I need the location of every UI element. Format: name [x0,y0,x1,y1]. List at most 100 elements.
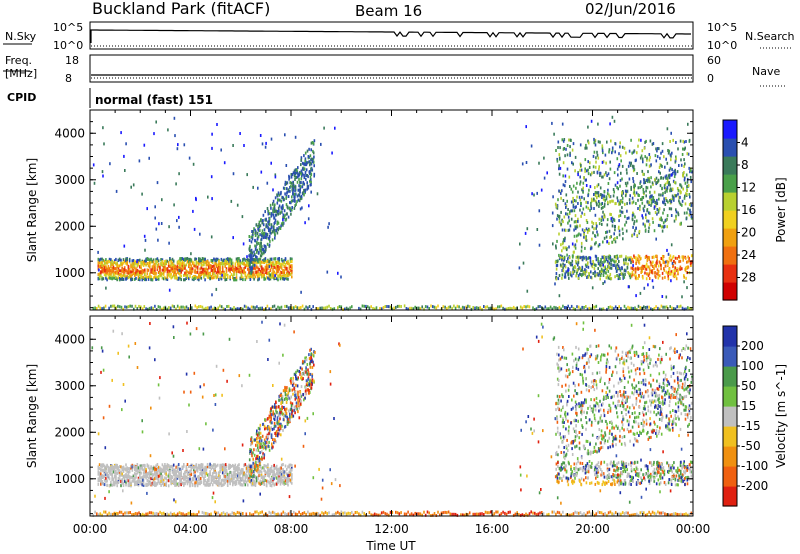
echo-cell [120,305,123,309]
echo-cell [447,305,450,309]
echo-cell [563,258,565,262]
echo-cell [555,306,557,310]
echo-cell [223,274,225,278]
power-x-axis [89,110,694,310]
echo-cell [625,190,628,194]
echo-cell [140,270,142,274]
echo-cell [309,175,312,179]
echo-cell [120,480,122,483]
echo-cell [587,139,589,143]
echo-cell [268,262,270,266]
echo-cell [248,254,250,258]
echo-cell [591,237,593,241]
echo-cell [110,276,112,280]
echo-cell [583,233,585,237]
echo-cell [621,145,624,149]
echo-cell [683,158,685,162]
echo-cell [208,272,210,276]
echo-cell [131,278,134,281]
echo-cell [186,274,189,277]
echo-cell [388,513,390,517]
echo-cell [171,275,174,279]
echo-cell [125,269,127,273]
echo-cell [601,160,604,164]
echo-cell [286,212,288,216]
echo-cell [166,479,169,483]
echo-cell [559,146,561,150]
echo-cell [344,511,346,515]
echo-cell [301,185,304,189]
echo-cell [110,480,112,484]
echo-cell [389,305,392,309]
echo-cell [169,274,171,278]
echo-cell [361,304,364,308]
echo-cell [201,272,204,276]
echo-cell [287,512,290,516]
echo-cell [270,257,273,261]
echo-cell [644,140,646,144]
echo-cell [178,225,180,229]
echo-cell [685,307,687,311]
echo-cell [161,482,164,486]
echo-cell [447,510,450,514]
echo-cell [648,223,651,227]
echo-cell [639,180,642,184]
echo-cell [143,305,146,309]
echo-cell [667,200,669,204]
echo-cell [666,176,668,180]
echo-cell [631,213,634,217]
echo-cell [652,285,655,289]
echo-cell [239,132,241,135]
echo-cell [668,267,670,271]
echo-cell [125,305,128,309]
echo-cell [294,135,297,139]
echo-cell [609,212,611,216]
echo-cell [289,209,292,213]
echo-cell [167,261,170,264]
echo-cell [536,191,538,195]
echo-cell [113,259,116,263]
echo-cell [162,469,165,473]
echo-cell [198,273,200,277]
echo-cell [127,305,130,309]
echo-cell [565,206,567,209]
echo-cell [278,198,281,202]
echo-cell [266,207,269,210]
echo-cell [678,199,680,203]
echo-cell [286,267,288,271]
echo-cell [340,510,343,514]
echo-cell [105,470,107,474]
echo-cell [165,465,167,468]
nsky-panel: N.Sky 10^5 10^0 10^5 10^0 N.Search [3,21,795,52]
echo-cell [646,158,648,162]
echo-cell [630,259,633,263]
echo-cell [243,268,245,272]
echo-cell [96,512,98,516]
echo-cell [157,275,160,278]
echo-cell [140,464,142,468]
echo-cell [269,262,272,266]
echo-cell [337,306,339,310]
echo-cell [141,483,144,487]
echo-cell [139,469,141,473]
echo-cell [283,216,285,219]
echo-cell [194,277,196,280]
echo-cell [567,267,569,271]
echo-cell [484,510,487,514]
echo-cell [257,241,260,245]
echo-cell [277,191,280,195]
echo-cell [134,472,136,476]
echo-cell [361,510,364,514]
echo-cell [297,174,300,178]
echo-cell [96,307,98,310]
echo-cell [486,511,489,515]
echo-cell [635,202,637,205]
echo-cell [652,260,654,264]
echo-cell [154,266,156,270]
echo-cell [578,232,580,236]
echo-cell [646,178,648,182]
echo-cell [575,261,578,265]
echo-cell [637,193,640,197]
echo-cell [632,180,635,183]
echo-cell [655,512,657,516]
